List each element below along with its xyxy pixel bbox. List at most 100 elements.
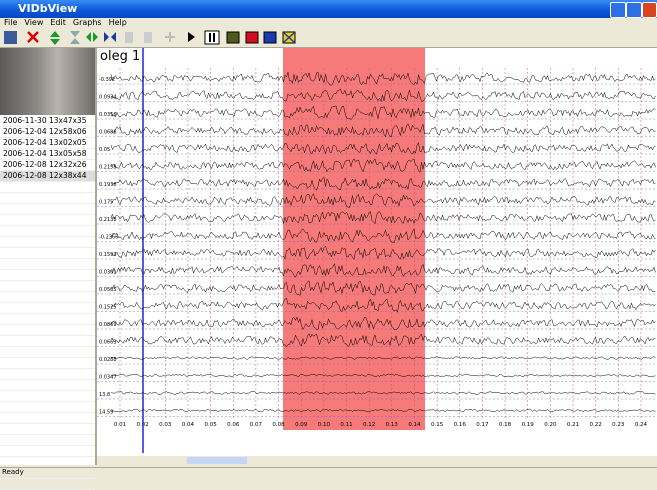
empty-row — [0, 281, 95, 292]
waveform — [110, 158, 656, 173]
channel-value: 0.1593 — [99, 252, 117, 258]
channel-value: 0.0663 — [99, 340, 117, 346]
empty-row — [0, 226, 95, 237]
empty-row — [0, 391, 95, 402]
empty-row — [0, 270, 95, 281]
menu-item[interactable]: Help — [108, 18, 127, 27]
collapse-icon[interactable] — [70, 31, 80, 44]
menu-bar: File View Edit Graphs Help — [0, 18, 130, 28]
waveform — [110, 211, 656, 225]
empty-row — [0, 446, 95, 457]
status-bar: Ready — [0, 467, 657, 478]
waveform — [110, 88, 656, 103]
time-label: 0.12 — [363, 422, 375, 428]
empty-row — [0, 424, 95, 435]
delete-icon[interactable] — [27, 31, 39, 43]
time-label: 0.11 — [340, 422, 352, 428]
empty-row — [0, 215, 95, 226]
window-title: VIDbView — [18, 2, 78, 15]
menu-item[interactable]: Edit — [50, 18, 66, 27]
time-label: 0.14 — [408, 422, 421, 428]
channel-value: 0.0869 — [99, 322, 117, 328]
empty-row — [0, 358, 95, 369]
menu-item[interactable]: View — [24, 18, 44, 27]
play-icon[interactable] — [188, 32, 195, 42]
time-label: 0.04 — [182, 422, 195, 428]
waveform — [110, 105, 656, 120]
empty-row — [0, 314, 95, 325]
zoom-out-icon[interactable] — [104, 32, 116, 42]
time-label: 0.22 — [590, 422, 602, 428]
empty-row — [0, 380, 95, 391]
channel-value: 0.0301 — [99, 270, 117, 276]
save-icon[interactable] — [4, 31, 17, 44]
maximize-button[interactable] — [626, 2, 642, 18]
time-label: 0.07 — [250, 422, 263, 428]
mark-icon[interactable] — [226, 31, 240, 44]
time-label: 0.15 — [431, 422, 444, 428]
empty-row — [0, 336, 95, 347]
time-label: 0.03 — [159, 422, 172, 428]
expand-icon[interactable] — [50, 31, 60, 45]
session-item[interactable]: 2006-12-04 13x05x58 — [0, 149, 95, 160]
menu-item[interactable]: File — [4, 18, 18, 27]
pause-bar — [209, 33, 211, 42]
exit-cross — [283, 32, 295, 43]
waveform — [110, 245, 656, 260]
waveform — [110, 408, 656, 413]
empty-row — [0, 479, 95, 490]
waveform — [110, 228, 656, 243]
channel-value: 13.8 — [99, 392, 110, 398]
empty-row — [0, 259, 95, 270]
session-item[interactable]: 2006-12-04 13x02x05 — [0, 138, 95, 149]
session-item[interactable]: 2006-11-30 13x47x35 — [0, 116, 95, 127]
session-item[interactable]: 2006-12-08 12x32x26 — [0, 160, 95, 171]
close-button[interactable] — [642, 2, 657, 18]
selection — [283, 48, 425, 430]
eeg-view: oleg 1 0.010.020.030.040.050.060.070.080… — [97, 48, 657, 465]
pause-button[interactable] — [204, 30, 220, 45]
time-label: 0.09 — [295, 422, 308, 428]
minimize-button[interactable] — [610, 2, 626, 18]
waveform — [110, 356, 656, 360]
tool-icon[interactable] — [144, 32, 152, 43]
channel-value: 0.2138 — [99, 217, 117, 223]
scrollbar[interactable] — [97, 456, 657, 465]
add-icon[interactable] — [165, 32, 175, 42]
time-label: 0.21 — [567, 422, 579, 428]
zoom-in-icon[interactable] — [86, 32, 98, 42]
time-label: 0.24 — [635, 422, 648, 428]
empty-row — [0, 347, 95, 358]
channel-value: -0.2366 — [99, 235, 118, 241]
time-label: 0.10 — [318, 422, 331, 428]
toolbar — [0, 30, 657, 48]
waveform — [110, 123, 656, 138]
empty-row — [0, 182, 95, 193]
help-icon[interactable] — [263, 31, 277, 44]
time-label: 0.13 — [386, 422, 399, 428]
mark-icon[interactable] — [245, 31, 259, 44]
time-label: 0.16 — [454, 422, 467, 428]
channel-value: 0.0356 — [99, 112, 117, 118]
menu-item[interactable]: Graphs — [72, 18, 102, 27]
channel-value: 0.1936 — [99, 182, 117, 188]
waveform — [110, 263, 656, 278]
video-frame — [0, 48, 95, 115]
time-label: 0.20 — [544, 422, 557, 428]
waveform — [110, 280, 656, 296]
empty-row — [0, 292, 95, 303]
time-label: 0.01 — [114, 422, 126, 428]
tool-icon[interactable] — [125, 32, 133, 43]
empty-row — [0, 402, 95, 413]
recording-name: oleg 1 — [100, 49, 140, 64]
waveform — [110, 193, 656, 208]
scroll-thumb[interactable] — [187, 457, 247, 464]
channel-value: 0.0934 — [99, 95, 117, 101]
session-item[interactable]: 2006-12-04 12x58x06 — [0, 127, 95, 138]
waveform — [110, 141, 656, 155]
pause-bar — [213, 33, 215, 42]
time-label: 0.06 — [227, 422, 240, 428]
channel-value: 0.0288 — [99, 357, 117, 363]
session-item[interactable]: 2006-12-08 12x38x44 — [0, 171, 95, 182]
